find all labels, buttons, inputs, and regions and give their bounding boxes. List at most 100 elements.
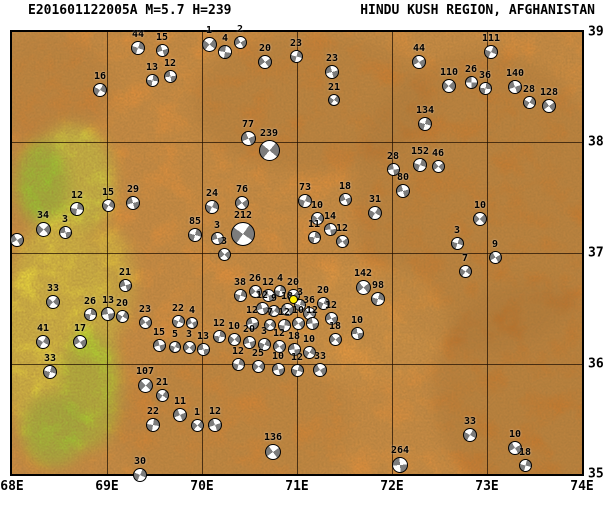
depth-label: 12 (231, 345, 245, 357)
focal-mechanism-ball (169, 341, 181, 353)
focal-mechanism-ball (325, 65, 339, 79)
focal-mechanism-ball (43, 365, 57, 379)
lon-label: 69E (95, 479, 119, 494)
depth-label: 18 (518, 446, 532, 458)
depth-label: 15 (101, 186, 115, 198)
focal-mechanism-ball (488, 250, 502, 264)
focal-mechanism-ball (418, 117, 432, 131)
focal-mechanism-ball (235, 196, 249, 210)
focal-mechanism-ball (265, 444, 281, 460)
depth-label: 16 (93, 71, 107, 82)
depth-label: 44 (412, 43, 426, 54)
depth-label: 10 (473, 200, 487, 211)
focal-mechanism-ball (58, 225, 72, 239)
lat-label: 38N (588, 134, 604, 150)
grid-line-latitude (12, 253, 582, 254)
depth-label: 98 (371, 280, 385, 291)
focal-mechanism-ball (245, 316, 259, 330)
focal-mechanism-ball (133, 468, 147, 482)
depth-label: 9 (491, 238, 499, 250)
focal-mechanism-ball (271, 362, 285, 376)
depth-label: 239 (259, 127, 279, 139)
depth-label: 36 (302, 294, 316, 306)
depth-label: 4 (276, 273, 284, 284)
depth-label: 3 (220, 235, 228, 247)
focal-mechanism-ball (155, 388, 169, 402)
lat-label: 35N (588, 466, 604, 482)
focal-mechanism-ball (36, 335, 50, 349)
lat-label: 39N (588, 24, 604, 40)
focal-mechanism-ball (101, 198, 115, 212)
lat-label: 37N (588, 245, 604, 261)
focal-mechanism-ball (35, 221, 51, 237)
depth-label: 3 (213, 219, 221, 231)
focal-mechanism-ball (93, 83, 107, 97)
depth-label: 11 (173, 396, 187, 407)
figure-title: E201601122005A M=5.7 H=239 HINDU KUSH RE… (28, 3, 595, 18)
depth-label: 41 (36, 323, 50, 334)
depth-label: 23 (289, 37, 303, 49)
depth-label: 76 (235, 184, 249, 195)
focal-mechanism-ball (522, 95, 536, 109)
focal-mechanism-ball (518, 458, 532, 472)
focal-mechanism-ball (242, 335, 256, 349)
focal-mechanism-ball (350, 326, 364, 340)
depth-label: 10 (227, 320, 241, 332)
focal-mechanism-ball (258, 139, 280, 161)
focal-mechanism-ball (83, 307, 97, 321)
depth-label: 10 (271, 350, 285, 362)
depth-label: 7 (266, 307, 274, 318)
depth-label: 12 (212, 317, 226, 329)
focal-mechanism-ball (231, 222, 255, 246)
depth-label: 1 (193, 406, 201, 418)
depth-label: 11 (307, 218, 321, 230)
depth-label: 23 (138, 303, 152, 315)
focal-mechanism-ball (442, 79, 456, 93)
focal-mechanism-ball (287, 342, 301, 356)
depth-label: 142 (353, 267, 373, 279)
depth-label: 2 (236, 23, 244, 35)
depth-label: 18 (328, 320, 342, 332)
focal-mechanism-ball (227, 332, 241, 346)
focal-mechanism-ball (396, 184, 410, 198)
depth-label: 28 (522, 83, 536, 95)
focal-mechanism-ball (137, 377, 153, 393)
focal-mechanism-ball (305, 316, 319, 330)
depth-label: 38 (233, 276, 247, 288)
focal-mechanism-ball (126, 196, 140, 210)
depth-label: 20 (286, 276, 300, 288)
depth-label: 13 (101, 295, 115, 306)
focal-mechanism-ball (264, 319, 276, 331)
depth-label: 28 (386, 150, 400, 162)
focal-mechanism-ball (508, 441, 522, 455)
depth-label: 3 (61, 213, 69, 225)
focal-mechanism-ball (307, 230, 321, 244)
depth-label: 73 (298, 182, 312, 193)
focal-mechanism-ball (323, 222, 337, 236)
depth-label: 44 (131, 29, 145, 40)
depth-label: 10 (350, 314, 364, 326)
depth-label: 212 (233, 210, 253, 221)
depth-label: 20 (115, 297, 129, 309)
grid-line-latitude (12, 142, 582, 143)
focal-mechanism-ball (171, 314, 185, 328)
focal-mechanism-ball (324, 311, 338, 325)
depth-label: 12 (208, 406, 222, 417)
depth-label: 7 (461, 252, 469, 264)
focal-mechanism-ball (186, 317, 198, 329)
focal-mechanism-ball (316, 296, 330, 310)
depth-label: 134 (415, 105, 435, 116)
focal-mechanism-ball (274, 285, 286, 297)
depth-label: 14 (323, 210, 337, 222)
focal-mechanism-ball (115, 309, 129, 323)
depth-label: 4 (188, 305, 196, 316)
depth-label: 3 (260, 325, 268, 337)
focal-mechanism-ball (335, 234, 349, 248)
focal-mechanism-ball (155, 43, 169, 57)
focal-mechanism-ball (328, 332, 342, 346)
depth-label: 13 (196, 330, 210, 342)
depth-label: 20 (242, 323, 256, 335)
depth-label: 85 (188, 216, 202, 227)
depth-label: 107 (135, 365, 155, 377)
